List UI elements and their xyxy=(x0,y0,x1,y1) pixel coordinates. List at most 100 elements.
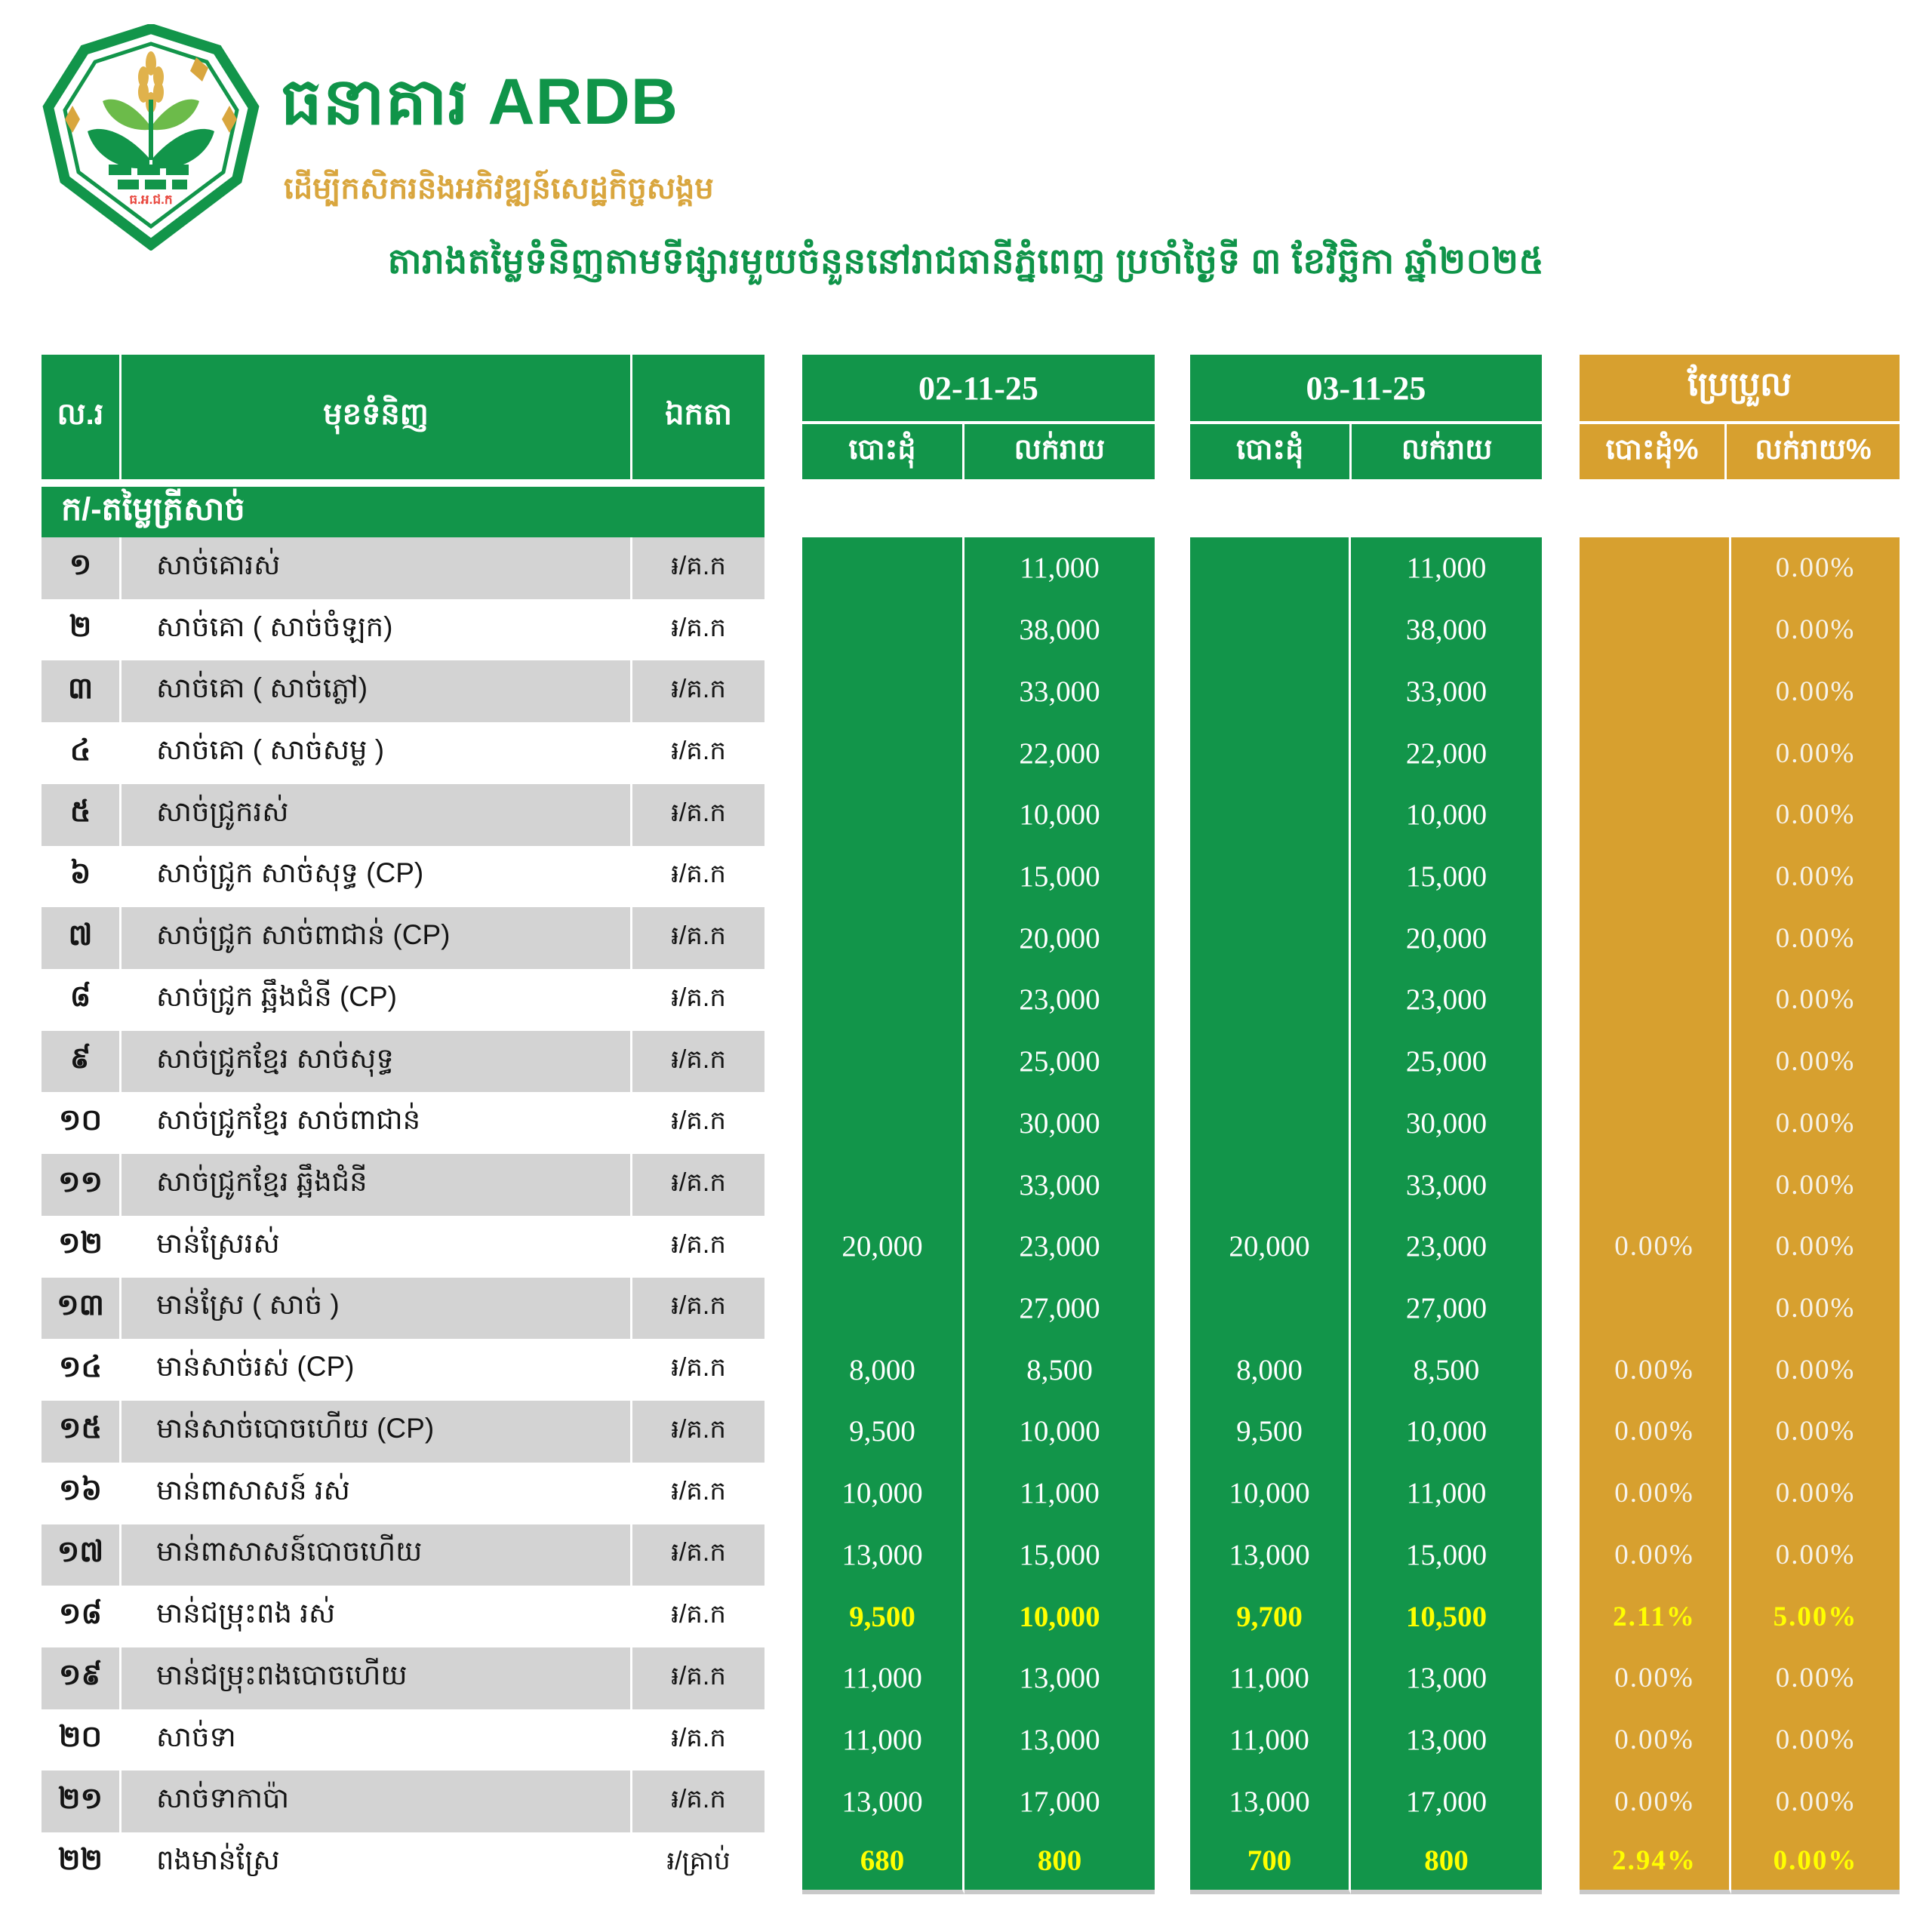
bank-name: ធនាគារ ARDB xyxy=(281,66,678,138)
change-retail-pct: 0.00% xyxy=(1731,1647,1900,1709)
change-wholesale-pct: 0.00% xyxy=(1580,1339,1731,1401)
row-number: ១៩ xyxy=(42,1647,122,1709)
change-retail-pct: 0.00% xyxy=(1731,1154,1900,1216)
change-wholesale-pct xyxy=(1580,1092,1731,1155)
date1-wholesale-price xyxy=(802,722,964,784)
product-name: សាច់ជ្រូក ឆ្អឹងជំនី (CP) xyxy=(122,969,632,1031)
unit-label: ៛/គ.ក xyxy=(671,860,726,889)
date1-retail-price: 10,000 xyxy=(964,783,1155,846)
change-retail-pct: 0.00% xyxy=(1731,907,1900,970)
date2-retail-price: 800 xyxy=(1351,1832,1542,1894)
header-product: មុខទំនិញ xyxy=(122,355,632,479)
date2-retail-price: 33,000 xyxy=(1351,1154,1542,1216)
date2-retail-price: 11,000 xyxy=(1351,1462,1542,1524)
date1-retail-price: 33,000 xyxy=(964,660,1155,723)
date1-wholesale-price: 9,500 xyxy=(802,1401,964,1463)
date2-retail-price: 22,000 xyxy=(1351,722,1542,784)
date1-wholesale-price xyxy=(802,783,964,846)
change-retail-pct: 0.00% xyxy=(1731,598,1900,661)
unit-label: ៛/គ.ក xyxy=(671,1723,726,1752)
date2-wholesale-price xyxy=(1190,722,1351,784)
date1-retail-price: 10,000 xyxy=(964,1586,1155,1647)
product-name: សាច់ជ្រូកខ្មែរ សាច់សុទ្ធ xyxy=(122,1030,632,1093)
date1-wholesale-price: 13,000 xyxy=(802,1524,964,1586)
unit-label: ៛/គ.ក xyxy=(632,1154,764,1216)
date1-wholesale-label: បោះដុំ xyxy=(802,424,964,479)
unit-label: ៛/គ.ក xyxy=(632,907,764,970)
change-wholesale-pct xyxy=(1580,907,1731,970)
date1-retail-price: 22,000 xyxy=(964,722,1155,784)
date1-wholesale-price xyxy=(802,1277,964,1340)
page-title: តារាងតម្លៃទំនិញតាមទីផ្សារមួយចំនួននៅរាជធា… xyxy=(387,241,1545,281)
date1-wholesale-price: 11,000 xyxy=(802,1709,964,1771)
date1-retail-price: 13,000 xyxy=(964,1647,1155,1709)
unit-label: ៛/គ.ក xyxy=(632,1524,764,1586)
date2-wholesale-price: 20,000 xyxy=(1190,1215,1351,1278)
product-name: មាន់សាច់បោចហើយ (CP) xyxy=(122,1401,632,1463)
change-wholesale-pct xyxy=(1580,969,1731,1031)
product-name: សាច់គោ ( សាច់សម្ល ) xyxy=(122,722,632,784)
header-no: ល.រ xyxy=(42,355,122,479)
change-retail-pct: 0.00% xyxy=(1731,1215,1900,1278)
product-name: មាន់ជម្រុះពង រស់ xyxy=(122,1586,632,1647)
change-wholesale-pct: 0.00% xyxy=(1580,1709,1731,1771)
product-name: សាច់ជ្រូក សាច់ពាជាន់ (CP) xyxy=(122,907,632,970)
date1-retail-price: 10,000 xyxy=(964,1401,1155,1463)
table-header-change: ប្រែប្រួល បោះដុំ% លក់រាយ% xyxy=(1580,355,1900,479)
date2-wholesale-price: 11,000 xyxy=(1190,1709,1351,1771)
unit-label: ៛/គ.ក xyxy=(632,783,764,846)
unit-label: ៛/គ.ក xyxy=(671,1600,726,1629)
change-retail-pct: 0.00% xyxy=(1731,1092,1900,1155)
ardb-emblem-icon: ធ.អ.ជ.ក xyxy=(42,24,260,251)
change-wholesale-pct xyxy=(1580,598,1731,661)
date2-wholesale-price: 11,000 xyxy=(1190,1647,1351,1709)
unit-label: ៛/គ.ក xyxy=(632,537,764,599)
date2-wholesale-price xyxy=(1190,1277,1351,1340)
date2-retail-price: 30,000 xyxy=(1351,1092,1542,1155)
change-retail-pct: 0.00% xyxy=(1731,1030,1900,1093)
row-number: ៣ xyxy=(42,660,122,723)
date1-retail-price: 8,500 xyxy=(964,1339,1155,1401)
change-retail-pct: 0.00% xyxy=(1731,969,1900,1031)
unit-label: ៛/គ.ក xyxy=(671,1229,726,1259)
date1-wholesale-price: 680 xyxy=(802,1832,964,1894)
date1-retail-price: 23,000 xyxy=(964,969,1155,1031)
date2-retail-price: 13,000 xyxy=(1351,1709,1542,1771)
date2-wholesale-price xyxy=(1190,1092,1351,1155)
product-name: សាច់ទាកាប៉ា xyxy=(122,1770,632,1833)
change-wholesale-pct: 0.00% xyxy=(1580,1215,1731,1278)
date2-retail-price: 15,000 xyxy=(1351,845,1542,908)
change-wholesale-pct: 0.00% xyxy=(1580,1770,1731,1833)
date2-wholesale-price: 9,700 xyxy=(1190,1586,1351,1647)
row-number: ១៣ xyxy=(42,1277,122,1340)
change-retail-pct: 0.00% xyxy=(1731,537,1900,599)
change-retail-pct: 5.00% xyxy=(1731,1586,1900,1647)
date1-wholesale-price xyxy=(802,845,964,908)
product-name: ពងមាន់ស្រែ xyxy=(122,1832,632,1894)
row-number: ១៦ xyxy=(42,1462,122,1524)
product-name: សាច់គោរស់ xyxy=(122,537,632,599)
change-retail-pct: 0.00% xyxy=(1731,1401,1900,1463)
change-wholesale-pct xyxy=(1580,1154,1731,1216)
date1-wholesale-price: 8,000 xyxy=(802,1339,964,1401)
product-name: មាន់ស្រែរស់ xyxy=(122,1215,632,1278)
unit-label: ៛/គ.ក xyxy=(671,983,726,1012)
bank-tagline: ដើម្បីកសិករនិងអភិវឌ្ឍន៍សេដ្ឋកិច្ចសង្គម xyxy=(284,172,714,205)
product-name: មាន់ស្រែ ( សាច់ ) xyxy=(122,1277,632,1340)
date2-wholesale-price: 9,500 xyxy=(1190,1401,1351,1463)
change-retail-pct: 0.00% xyxy=(1731,722,1900,784)
product-name: មាន់ពាសាសន៍បោចហើយ xyxy=(122,1524,632,1586)
table-header-left: ល.រ មុខទំនិញ ឯកតា xyxy=(42,355,764,479)
change-wholesale-pct: 0.00% xyxy=(1580,1524,1731,1586)
row-number: ៩ xyxy=(42,1030,122,1093)
date2-wholesale-price xyxy=(1190,1030,1351,1093)
row-number: ១៥ xyxy=(42,1401,122,1463)
date1-retail-price: 800 xyxy=(964,1832,1155,1894)
change-wholesale-pct: 0.00% xyxy=(1580,1647,1731,1709)
change-wholesale-pct xyxy=(1580,845,1731,908)
change-wholesale-pct: 0.00% xyxy=(1580,1401,1731,1463)
unit-label: ៛/គ.ក xyxy=(632,1770,764,1833)
date1-retail-price: 13,000 xyxy=(964,1709,1155,1771)
date1-wholesale-price xyxy=(802,1030,964,1093)
change-retail-pct: 0.00% xyxy=(1731,783,1900,846)
